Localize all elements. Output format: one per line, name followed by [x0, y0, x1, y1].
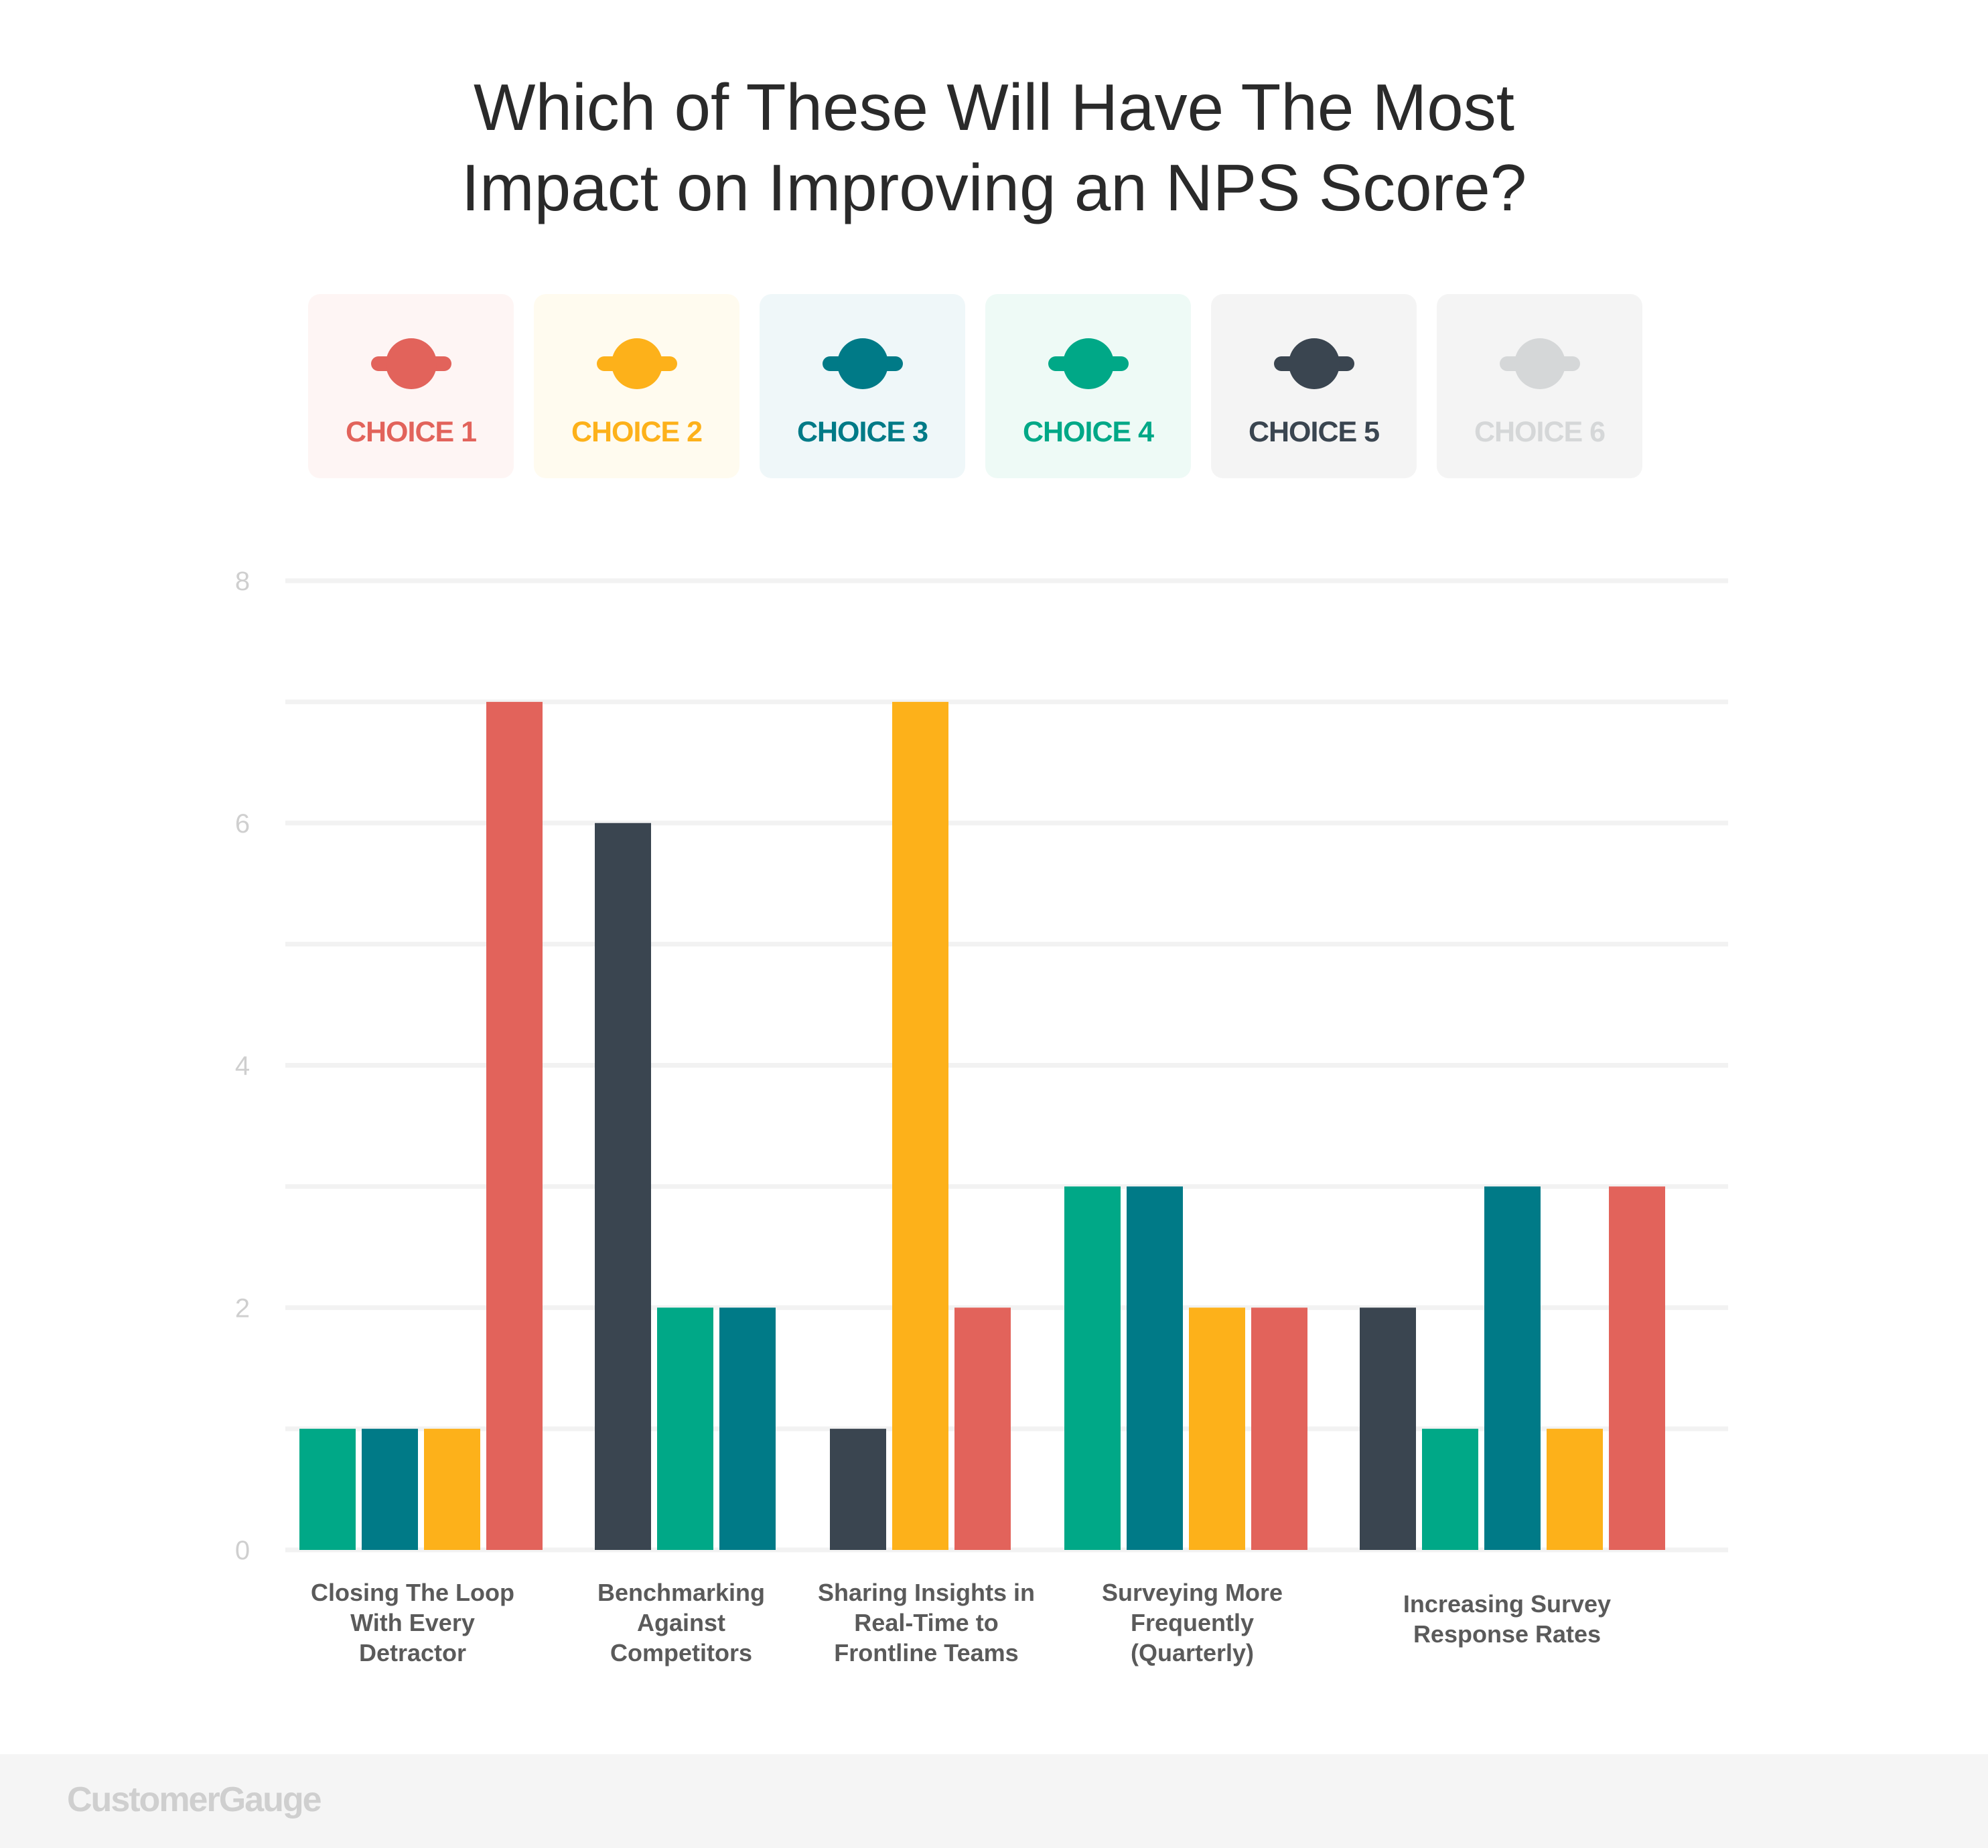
bar-choice-1 [954, 1307, 1011, 1550]
legend-label: CHOICE 2 [571, 416, 703, 448]
chart-title: Which of These Will Have The Most Impact… [0, 67, 1988, 228]
legend-item-choice-3[interactable]: CHOICE 3 [760, 294, 965, 478]
legend-marker-icon [371, 338, 451, 389]
bar-choice-4 [1064, 1186, 1121, 1550]
bar-choice-4 [299, 1429, 356, 1550]
legend-label: CHOICE 6 [1474, 416, 1606, 448]
customergauge-logo: CustomerGauge [67, 1780, 322, 1819]
x-category-label: Detractor [359, 1639, 466, 1666]
chart-title-line-2: Impact on Improving an NPS Score? [461, 151, 1527, 224]
legend-item-choice-1[interactable]: CHOICE 1 [308, 294, 514, 478]
x-category-label: Frequently [1131, 1609, 1254, 1636]
legend-label: CHOICE 3 [796, 416, 928, 448]
bar-chart: 0 2 4 6 8 Closing The Loop With Every Detractor… [235, 567, 1728, 1666]
x-category-label: Response Rates [1413, 1620, 1601, 1648]
bar-choice-2 [892, 701, 948, 1550]
bar-choice-4 [1422, 1429, 1478, 1550]
x-category-label: Competitors [610, 1639, 752, 1666]
bar-choice-1 [1609, 1186, 1665, 1550]
y-tick-label: 2 [235, 1293, 250, 1323]
legend-item-choice-4[interactable]: CHOICE 4 [985, 294, 1191, 478]
y-tick-label: 0 [235, 1536, 250, 1565]
x-category-label: Closing The Loop [311, 1579, 514, 1606]
bar-choice-1 [1251, 1307, 1307, 1550]
bar-choice-5 [1360, 1307, 1416, 1550]
x-category-label: Benchmarking [597, 1579, 765, 1606]
legend-label: CHOICE 1 [345, 416, 477, 448]
bar-choice-3 [1127, 1186, 1183, 1550]
bar-choice-1 [486, 701, 543, 1550]
bar-choice-2 [1547, 1429, 1603, 1550]
chart-title-line-1: Which of These Will Have The Most [473, 70, 1515, 144]
bar-choice-2 [1189, 1307, 1245, 1550]
bar-choice-2 [424, 1429, 480, 1550]
x-category-label: (Quarterly) [1131, 1639, 1254, 1666]
bar-choice-5 [595, 823, 651, 1550]
legend-label: CHOICE 5 [1248, 416, 1380, 448]
legend-marker-icon [1274, 338, 1354, 389]
bar-choice-3 [362, 1429, 418, 1550]
legend-marker-icon [1048, 338, 1129, 389]
legend-marker-icon [823, 338, 903, 389]
x-category-label: Increasing Survey [1403, 1590, 1611, 1618]
legend-marker-icon [1500, 338, 1580, 389]
x-category-label: Real-Time to [854, 1609, 998, 1636]
x-category-label: Against [637, 1609, 725, 1636]
bar-choice-5 [830, 1429, 886, 1550]
x-category-label: Surveying More [1102, 1579, 1283, 1606]
legend-item-choice-6[interactable]: CHOICE 6 [1437, 294, 1642, 478]
x-category-label: Frontline Teams [834, 1639, 1018, 1666]
x-category-label: Sharing Insights in [818, 1579, 1035, 1606]
bar-choice-4 [657, 1307, 713, 1550]
legend-item-choice-2[interactable]: CHOICE 2 [534, 294, 739, 478]
y-tick-label: 6 [235, 809, 250, 839]
x-category-label: With Every [350, 1609, 475, 1636]
footer: CustomerGauge [0, 1754, 1988, 1848]
y-tick-label: 8 [235, 567, 250, 596]
legend-marker-icon [597, 338, 677, 389]
legend-label: CHOICE 4 [1022, 416, 1154, 448]
bar-choice-3 [1484, 1186, 1541, 1550]
bar-choice-3 [719, 1307, 776, 1550]
y-tick-label: 4 [235, 1052, 250, 1081]
legend-item-choice-5[interactable]: CHOICE 5 [1211, 294, 1417, 478]
